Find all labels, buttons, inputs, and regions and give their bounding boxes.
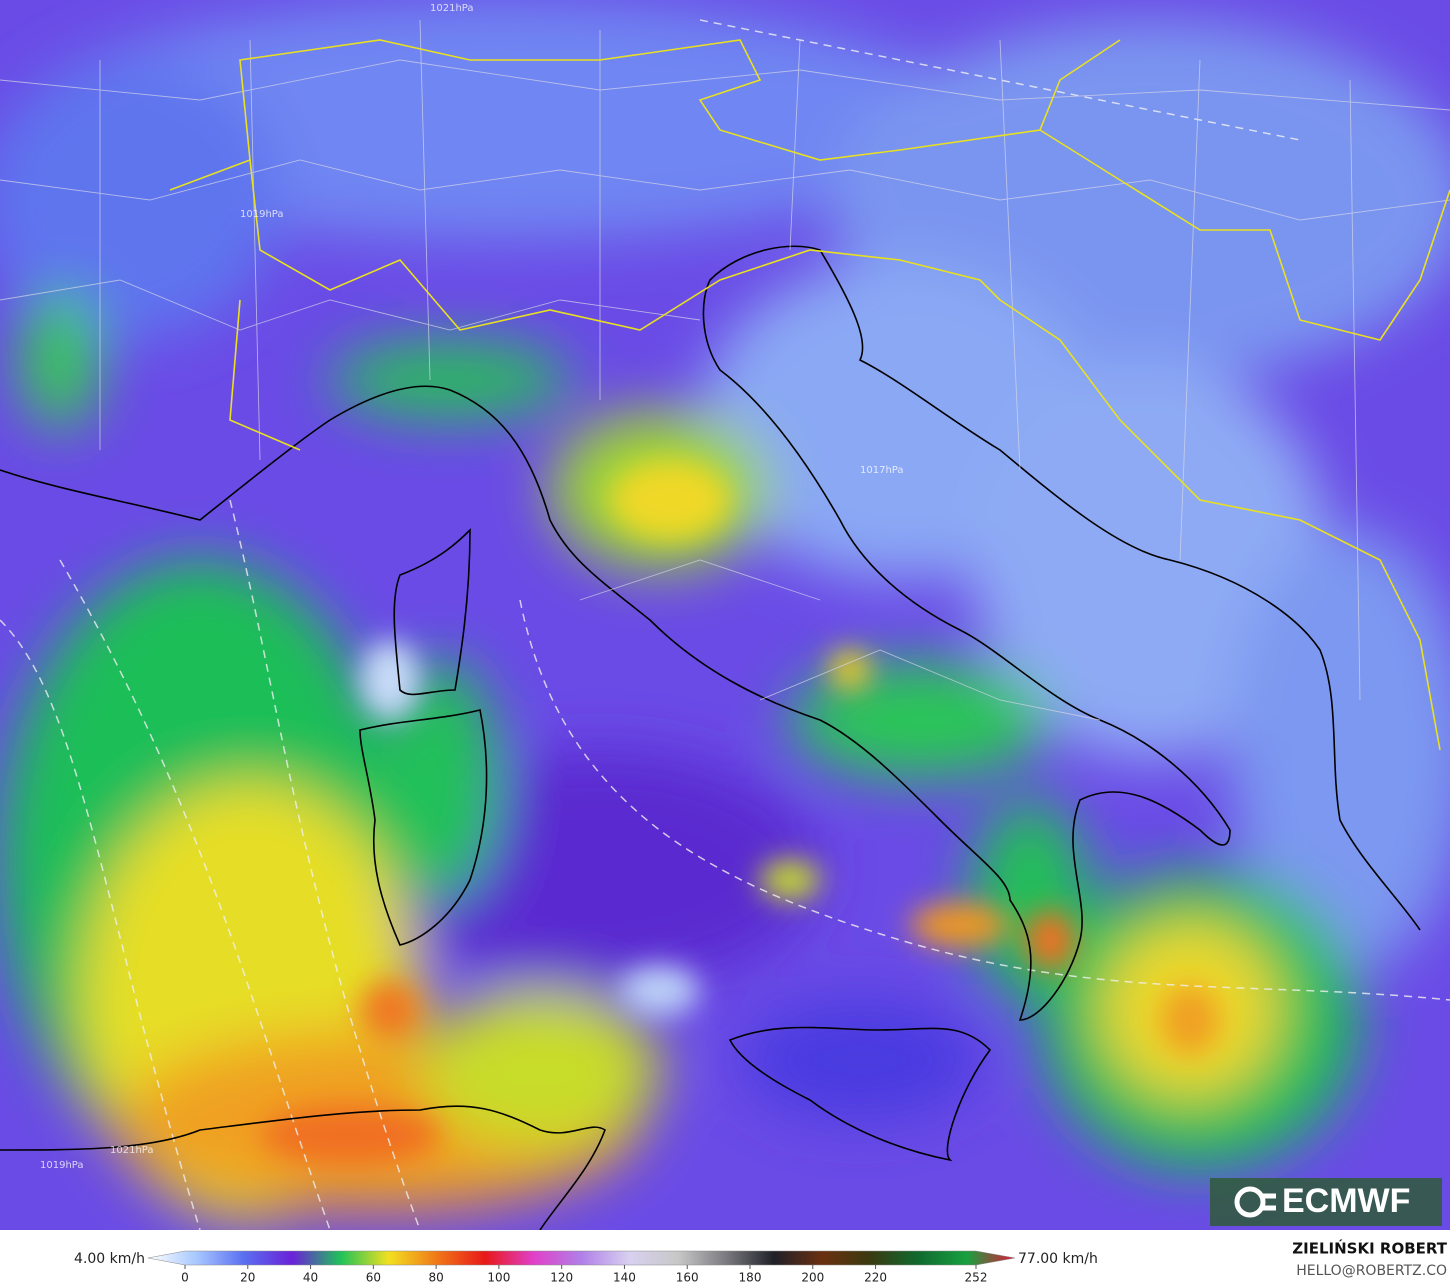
tick-label: 220	[864, 1271, 887, 1285]
legend-min: 4.00 km/h	[74, 1251, 145, 1267]
tick-label: 100	[487, 1271, 510, 1285]
colorbar	[147, 1250, 1016, 1266]
isobar-label: 1021hPa	[430, 3, 474, 14]
legend-max: 77.00 km/h	[1018, 1251, 1098, 1267]
tick-label: 200	[801, 1271, 824, 1285]
tick-label: 160	[676, 1271, 699, 1285]
logo-text: ECMWF	[1282, 1182, 1410, 1220]
tick-label: 120	[550, 1271, 573, 1285]
author-email: HELLO@ROBERTZ.CO	[1296, 1263, 1447, 1279]
tick-label: 252	[965, 1271, 988, 1285]
isobar-label: 1019hPa	[40, 1160, 84, 1171]
tick-label: 60	[366, 1271, 381, 1285]
tick-label: 0	[181, 1271, 189, 1285]
isobar-label: 1021hPa	[110, 1145, 154, 1156]
tick-label: 180	[739, 1271, 762, 1285]
isobar-label: 1017hPa	[860, 465, 904, 476]
tick-label: 20	[240, 1271, 255, 1285]
author-name: ZIELIŃSKI ROBERT	[1292, 1239, 1447, 1258]
tick-label: 80	[428, 1271, 443, 1285]
tick-label: 40	[303, 1271, 318, 1285]
logo-icon	[1234, 1186, 1276, 1218]
tick-label: 140	[613, 1271, 636, 1285]
wind-map: 1021hPa 1019hPa 1017hPa 1021hPa 1019hPa ECMW…	[0, 0, 1450, 1230]
isobar-label: 1019hPa	[240, 209, 284, 220]
legend: 4.00 km/h 77.00 km/h ZIELIŃSKI ROBERT HE…	[74, 1239, 1448, 1285]
logo-box	[1210, 1178, 1442, 1226]
